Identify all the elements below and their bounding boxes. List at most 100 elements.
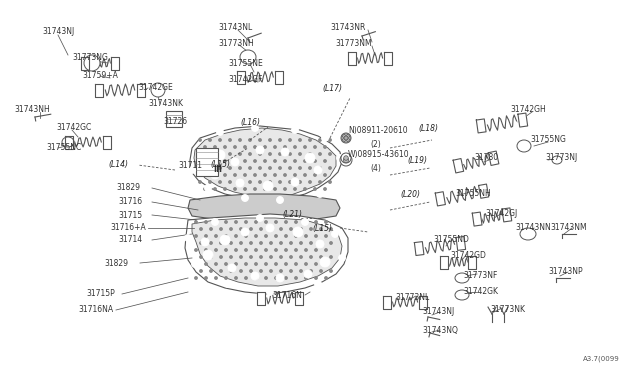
Circle shape	[259, 181, 261, 183]
Circle shape	[305, 263, 307, 265]
Polygon shape	[384, 51, 392, 64]
Circle shape	[315, 235, 317, 237]
Text: 31716: 31716	[118, 198, 142, 206]
Circle shape	[264, 188, 266, 190]
Circle shape	[314, 160, 316, 162]
Circle shape	[329, 153, 332, 155]
Circle shape	[199, 139, 201, 141]
Circle shape	[337, 154, 344, 161]
Text: 31714: 31714	[118, 235, 142, 244]
Circle shape	[214, 146, 216, 148]
Polygon shape	[435, 192, 445, 206]
Circle shape	[235, 277, 237, 279]
Circle shape	[316, 240, 324, 248]
Ellipse shape	[62, 137, 74, 147]
Text: A3.7(0099: A3.7(0099	[583, 356, 620, 362]
Circle shape	[259, 139, 261, 141]
Polygon shape	[257, 292, 265, 305]
Circle shape	[209, 167, 211, 169]
Circle shape	[234, 146, 236, 148]
Circle shape	[279, 153, 281, 155]
Text: 31716NA: 31716NA	[78, 305, 113, 314]
Circle shape	[225, 263, 227, 265]
Circle shape	[314, 280, 321, 288]
Circle shape	[234, 188, 236, 190]
Circle shape	[244, 174, 246, 176]
Circle shape	[239, 139, 241, 141]
Circle shape	[220, 256, 222, 258]
Polygon shape	[456, 237, 466, 250]
Circle shape	[274, 188, 276, 190]
Circle shape	[224, 174, 226, 176]
Circle shape	[295, 263, 297, 265]
Circle shape	[315, 249, 317, 251]
Circle shape	[305, 277, 307, 279]
Circle shape	[280, 270, 282, 272]
Circle shape	[224, 188, 226, 190]
Text: 31773NL: 31773NL	[395, 292, 429, 301]
Circle shape	[314, 166, 322, 174]
Circle shape	[329, 167, 332, 169]
Text: (L18): (L18)	[418, 124, 438, 132]
Circle shape	[205, 235, 207, 237]
Circle shape	[245, 263, 247, 265]
Text: (L14): (L14)	[108, 160, 128, 170]
Circle shape	[230, 242, 232, 244]
Circle shape	[320, 242, 322, 244]
Circle shape	[309, 153, 311, 155]
Circle shape	[254, 146, 256, 148]
Circle shape	[279, 181, 281, 183]
Circle shape	[294, 188, 296, 190]
Text: 31711: 31711	[178, 160, 202, 170]
Text: N)08911-20610: N)08911-20610	[348, 126, 408, 135]
Circle shape	[230, 228, 232, 230]
Text: (2): (2)	[370, 140, 381, 148]
Circle shape	[270, 242, 272, 244]
Circle shape	[269, 139, 271, 141]
Text: 31773NM: 31773NM	[335, 39, 372, 48]
Circle shape	[209, 181, 211, 183]
Circle shape	[319, 167, 321, 169]
Text: 31715P: 31715P	[86, 289, 115, 298]
Circle shape	[260, 270, 262, 272]
Circle shape	[215, 235, 217, 237]
Text: 31829: 31829	[104, 259, 128, 267]
Polygon shape	[414, 242, 424, 256]
Circle shape	[215, 221, 217, 223]
Text: 31759+A: 31759+A	[82, 71, 118, 80]
Circle shape	[195, 263, 197, 265]
Circle shape	[254, 160, 256, 162]
Text: 31773NH: 31773NH	[218, 38, 253, 48]
Circle shape	[240, 256, 242, 258]
Circle shape	[228, 264, 236, 272]
Circle shape	[290, 228, 292, 230]
Circle shape	[304, 174, 306, 176]
Circle shape	[205, 249, 207, 251]
Circle shape	[209, 153, 211, 155]
Circle shape	[220, 235, 230, 245]
Circle shape	[260, 242, 262, 244]
Circle shape	[240, 270, 242, 272]
Circle shape	[274, 146, 276, 148]
Circle shape	[305, 153, 315, 163]
Circle shape	[220, 270, 222, 272]
Circle shape	[339, 254, 346, 262]
Circle shape	[315, 263, 317, 265]
Circle shape	[210, 228, 212, 230]
Circle shape	[215, 263, 217, 265]
Circle shape	[284, 146, 286, 148]
Circle shape	[309, 181, 311, 183]
Text: 31743NJ: 31743NJ	[42, 28, 74, 36]
Ellipse shape	[240, 50, 256, 64]
Circle shape	[220, 242, 222, 244]
Circle shape	[240, 228, 242, 230]
Ellipse shape	[520, 228, 536, 240]
Polygon shape	[468, 256, 476, 269]
Circle shape	[214, 174, 216, 176]
Circle shape	[294, 146, 296, 148]
Text: 31743NN: 31743NN	[515, 224, 551, 232]
Text: 31743NJ: 31743NJ	[422, 308, 454, 317]
Circle shape	[259, 167, 261, 169]
Circle shape	[305, 249, 307, 251]
Ellipse shape	[517, 140, 531, 152]
